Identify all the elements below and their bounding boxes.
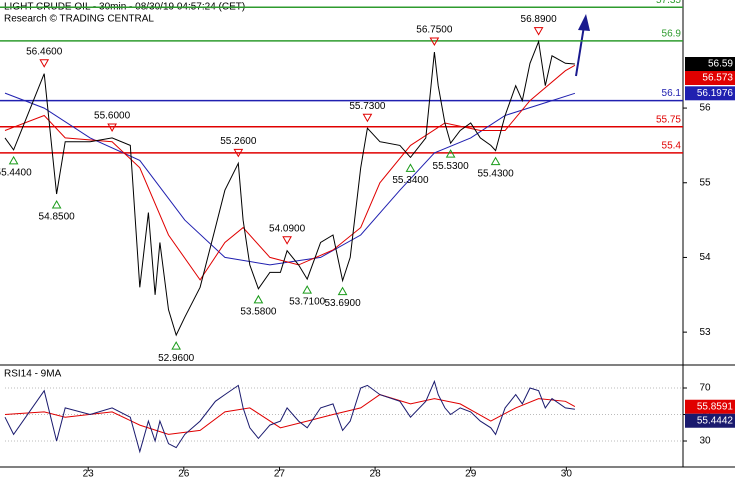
y-tick-label: 70 bbox=[699, 383, 711, 394]
level-label: 56.9 bbox=[662, 28, 682, 39]
x-tick-label: 30 bbox=[561, 469, 573, 480]
low-label: 53.7100 bbox=[289, 297, 326, 308]
x-tick-label: 28 bbox=[370, 469, 382, 480]
level-label: 57.35 bbox=[656, 0, 681, 6]
low-label: 55.3400 bbox=[392, 175, 429, 186]
high-label: 54.0900 bbox=[269, 223, 306, 234]
low-label: 54.8500 bbox=[39, 212, 76, 223]
forecast-arrow bbox=[575, 14, 590, 77]
high-label: 55.7300 bbox=[349, 101, 386, 112]
x-tick-label: 29 bbox=[465, 469, 477, 480]
last-value-label: 56.573 bbox=[702, 73, 733, 84]
series-line bbox=[4, 39, 575, 337]
low-label: 53.5800 bbox=[240, 306, 277, 317]
low-marker bbox=[51, 199, 62, 209]
last-value-label: 55.8591 bbox=[697, 401, 734, 412]
low-marker bbox=[405, 163, 416, 172]
low-marker bbox=[253, 294, 264, 304]
low-marker bbox=[490, 156, 501, 166]
high-marker bbox=[233, 148, 244, 158]
high-marker bbox=[39, 59, 50, 68]
low-marker bbox=[8, 155, 19, 165]
high-marker bbox=[533, 27, 544, 36]
x-tick-label: 23 bbox=[83, 469, 95, 480]
x-tick-label: 26 bbox=[178, 469, 190, 480]
high-label: 56.7500 bbox=[416, 25, 453, 36]
low-label: 55.5300 bbox=[433, 161, 470, 172]
high-label: 55.2600 bbox=[220, 136, 257, 147]
level-label: 56.1 bbox=[662, 88, 682, 99]
last-value-tag bbox=[685, 86, 735, 101]
low-marker bbox=[445, 149, 456, 158]
low-marker bbox=[171, 341, 182, 350]
y-tick-label: 53 bbox=[699, 327, 711, 338]
low-marker bbox=[337, 286, 348, 296]
y-tick-label: 54 bbox=[699, 252, 711, 263]
high-marker bbox=[107, 123, 117, 132]
high-marker bbox=[429, 37, 440, 47]
last-value-label: 55.4442 bbox=[697, 415, 734, 426]
last-value-label: 56.59 bbox=[708, 59, 733, 70]
chart-subtitle: Research © TRADING CENTRAL bbox=[4, 14, 154, 25]
low-label: 55.4300 bbox=[477, 168, 514, 179]
last-value-tag bbox=[685, 57, 735, 72]
level-label: 55.75 bbox=[656, 114, 681, 125]
y-tick-label: 30 bbox=[699, 436, 711, 447]
low-label: 53.6900 bbox=[324, 298, 361, 309]
y-tick-label: 55 bbox=[699, 177, 711, 188]
last-value-tag bbox=[685, 399, 735, 414]
last-value-tag bbox=[685, 71, 735, 86]
series-line bbox=[4, 379, 575, 454]
level-label: 55.4 bbox=[662, 141, 682, 152]
series-line bbox=[4, 92, 576, 266]
low-marker bbox=[302, 285, 313, 294]
last-value-label: 56.1976 bbox=[697, 88, 734, 99]
high-marker bbox=[282, 236, 292, 245]
high-label: 56.4600 bbox=[26, 46, 63, 57]
low-label: 55.4400 bbox=[0, 168, 32, 179]
last-value-tag bbox=[685, 413, 735, 428]
high-marker bbox=[362, 113, 373, 123]
panel-title: RSI14 - 9MA bbox=[4, 369, 62, 380]
low-label: 52.9600 bbox=[158, 353, 195, 364]
y-tick-label: 56 bbox=[699, 103, 711, 114]
high-label: 56.8900 bbox=[521, 14, 558, 25]
high-label: 55.6000 bbox=[94, 111, 131, 122]
x-tick-label: 27 bbox=[274, 469, 286, 480]
